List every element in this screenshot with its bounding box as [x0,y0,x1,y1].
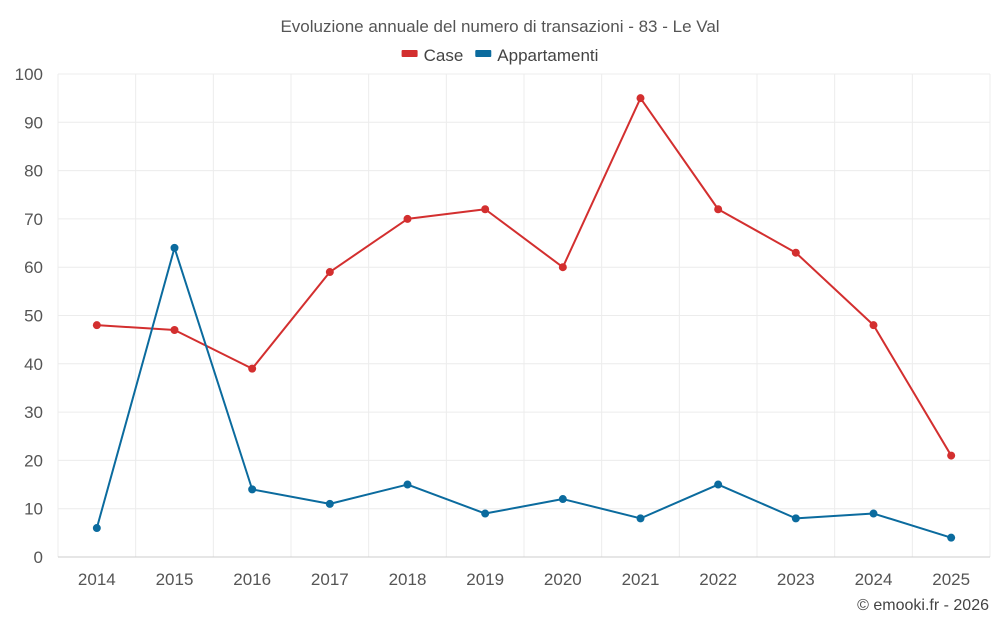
data-point[interactable] [170,243,179,252]
x-axis: 2014 2015 2016 2017 2018 2019 2020 2021 2022 2023… [78,570,970,589]
series-line [96,97,953,457]
x-tick-label: 2023 [777,570,815,589]
y-tick-label: 60 [24,258,43,277]
x-tick-label: 2019 [466,570,504,589]
data-point[interactable] [481,205,490,214]
x-tick-label: 2024 [855,570,893,589]
data-point[interactable] [791,514,800,523]
legend-swatch [401,50,418,57]
grid [57,73,991,558]
y-tick-label: 20 [24,451,43,470]
data-point[interactable] [92,321,101,330]
y-tick-label: 90 [24,113,43,132]
data-point[interactable] [325,499,334,508]
x-tick-label: 2021 [622,570,660,589]
data-point[interactable] [558,263,567,272]
data-point[interactable] [947,533,956,542]
x-tick-label: 2014 [78,570,116,589]
data-point[interactable] [92,524,101,533]
legend-label: Case [424,46,464,65]
legend-swatch [475,50,492,57]
y-tick-label: 30 [24,403,43,422]
legend-item[interactable]: Case [401,46,464,65]
series-case [92,94,956,460]
data-point[interactable] [636,94,645,103]
legend: Case Appartamenti [401,46,598,65]
data-point[interactable] [403,480,412,489]
data-point[interactable] [869,509,878,518]
data-point[interactable] [791,248,800,257]
chart-title: Evoluzione annuale del numero di transaz… [280,17,719,36]
data-point[interactable] [947,451,956,460]
y-tick-label: 40 [24,355,43,374]
series-layer [92,94,956,542]
y-tick-label: 50 [24,307,43,326]
x-tick-label: 2018 [389,570,427,589]
x-tick-label: 2022 [699,570,737,589]
data-point[interactable] [558,495,567,504]
y-tick-label: 70 [24,210,43,229]
series-line [95,246,952,539]
credit-text: © emooki.fr - 2026 [857,597,989,614]
data-point[interactable] [636,514,645,523]
y-tick-label: 80 [24,162,43,181]
data-point[interactable] [869,321,878,330]
data-point[interactable] [481,509,490,518]
data-point[interactable] [325,268,334,277]
y-tick-label: 100 [15,65,43,84]
data-point[interactable] [248,364,257,373]
legend-item[interactable]: Appartamenti [475,46,598,65]
y-tick-label: 10 [24,500,43,519]
series-appartamenti [92,243,956,542]
data-point[interactable] [714,205,723,214]
data-point[interactable] [170,325,179,334]
y-axis: 0 10 20 30 40 50 60 70 80 90 100 [15,65,43,567]
x-tick-label: 2025 [932,570,970,589]
legend-label: Appartamenti [497,46,598,65]
x-tick-label: 2016 [233,570,271,589]
x-tick-label: 2017 [311,570,349,589]
x-tick-label: 2020 [544,570,582,589]
x-tick-label: 2015 [156,570,194,589]
y-tick-label: 0 [34,548,43,567]
data-point[interactable] [248,485,257,494]
data-point[interactable] [714,480,723,489]
data-point[interactable] [403,214,412,223]
